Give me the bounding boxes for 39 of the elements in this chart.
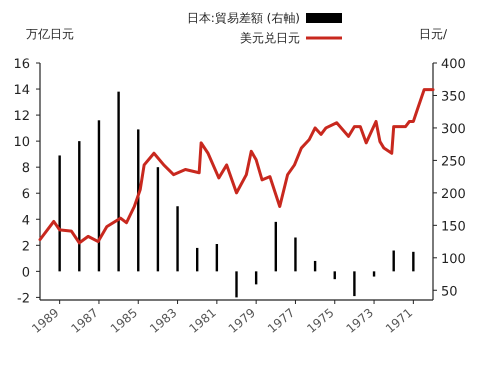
y-axis-title: 万亿日元 xyxy=(26,27,74,41)
y-tick-label: 4 xyxy=(22,213,30,228)
y2-tick-label: 300 xyxy=(441,122,466,137)
y-tick-label: -2 xyxy=(17,291,30,306)
bar xyxy=(196,248,198,272)
bar xyxy=(314,260,316,272)
bar xyxy=(117,92,120,272)
bar xyxy=(216,244,218,272)
y2-tick-label: 50 xyxy=(441,284,458,300)
bar xyxy=(176,206,179,272)
y2-tick-label: 350 xyxy=(441,89,466,104)
bar xyxy=(156,167,160,272)
y-tick-label: 12 xyxy=(13,109,30,124)
bar xyxy=(274,222,277,272)
legend-label: 日本:貿易差額 (右軸) xyxy=(186,11,300,25)
y-tick-label: 10 xyxy=(13,135,30,150)
y2-tick-label: 150 xyxy=(441,219,466,234)
y-tick-label: 8 xyxy=(22,161,30,176)
bar xyxy=(78,141,80,272)
bar xyxy=(392,250,395,272)
bar xyxy=(334,271,336,280)
y2-tick-label: 400 xyxy=(441,57,466,72)
legend-label: 美元兑日元 xyxy=(240,31,300,45)
bar xyxy=(353,271,356,296)
bar xyxy=(372,271,376,277)
y2-tick-label: 200 xyxy=(441,186,466,202)
y-tick-label: 16 xyxy=(13,57,30,72)
bar xyxy=(58,155,61,272)
bar xyxy=(137,129,140,272)
y2-tick-label: 100 xyxy=(441,252,466,267)
y2-axis-title: 日元/ xyxy=(418,27,448,41)
y2-tick-label: 250 xyxy=(441,154,466,170)
y-tick-label: 2 xyxy=(22,239,30,254)
bar xyxy=(412,252,415,272)
line-series xyxy=(38,88,434,244)
bar xyxy=(254,271,258,284)
y-tick-label: 14 xyxy=(13,83,30,98)
y-tick-label: 6 xyxy=(22,187,30,202)
y-tick-label: 0 xyxy=(22,265,30,280)
